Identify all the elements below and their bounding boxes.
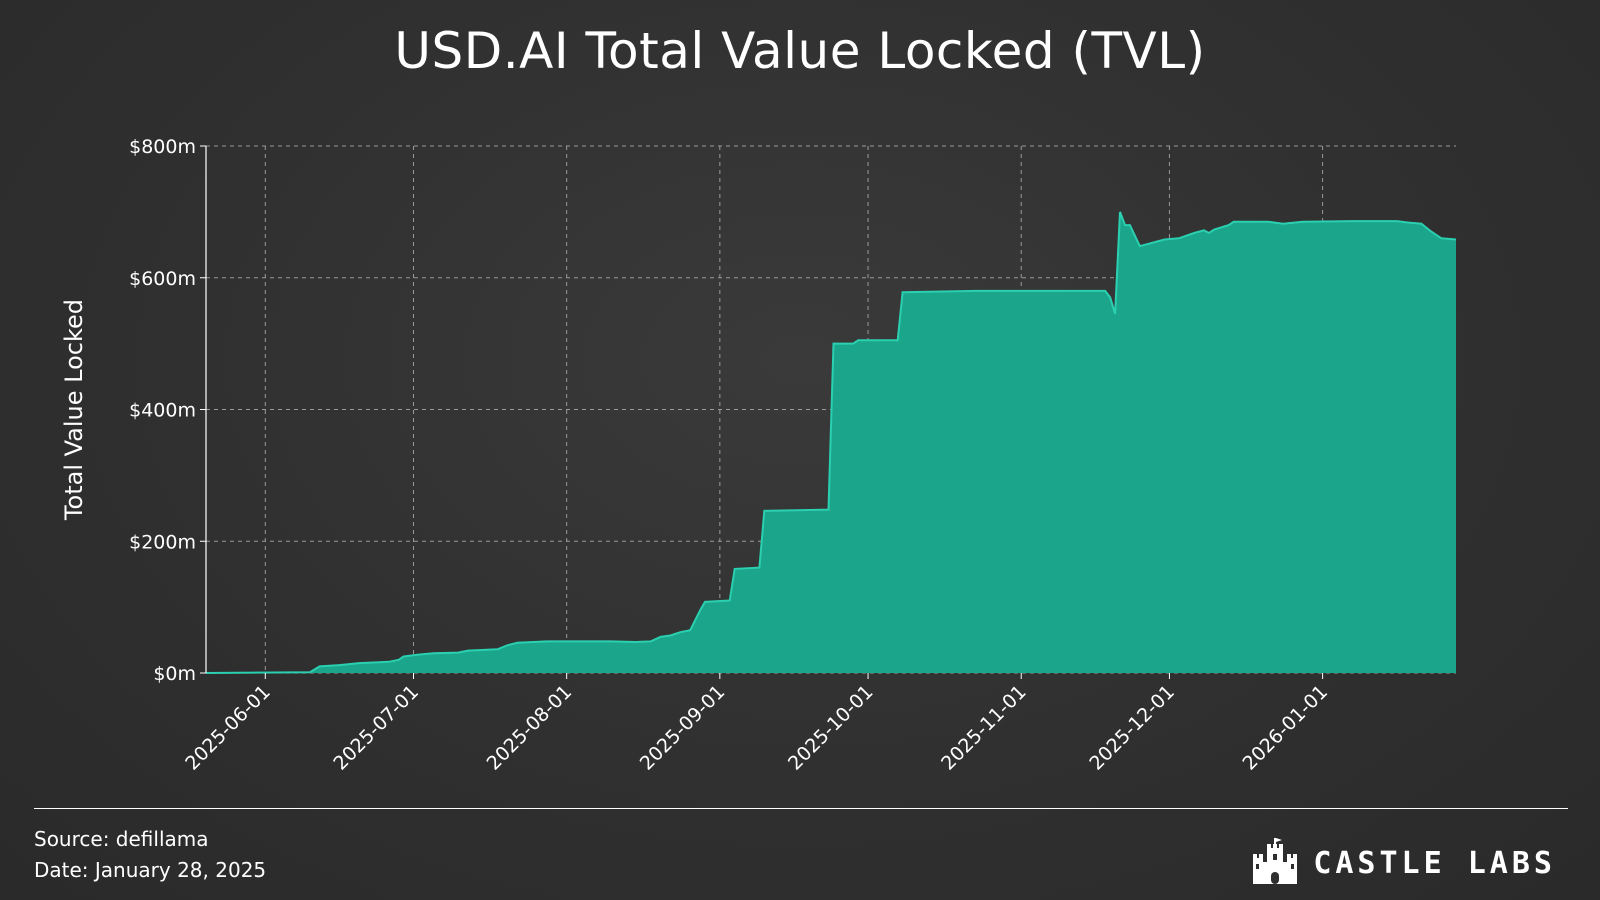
- x-tick-label: 2025-09-01: [636, 681, 730, 775]
- y-tick-label: $400m: [129, 400, 196, 422]
- x-tick-label: 2025-06-01: [181, 681, 275, 775]
- castle-icon: [1251, 838, 1299, 888]
- page-title: USD.AI Total Value Locked (TVL): [394, 22, 1206, 80]
- y-tick-label: $0m: [153, 663, 196, 685]
- y-tick-label: $600m: [129, 268, 196, 290]
- y-tick-label: $800m: [129, 136, 196, 158]
- tvl-area-line: [205, 211, 1457, 674]
- date-note: Date: January 28, 2025: [34, 858, 267, 882]
- x-tick-label: 2026-01-01: [1239, 681, 1333, 775]
- brand-logo: CASTLE LABS: [1251, 838, 1556, 888]
- y-axis-label: Total Value Locked: [60, 299, 88, 521]
- x-tick-label: 2025-12-01: [1085, 681, 1179, 775]
- footer-divider: [34, 808, 1568, 809]
- brand-name: CASTLE LABS: [1313, 845, 1556, 881]
- x-tick-label: 2025-10-01: [784, 681, 878, 775]
- x-tick-label: 2025-11-01: [937, 681, 1031, 775]
- source-note: Source: defillama: [34, 827, 209, 851]
- x-tick-label: 2025-07-01: [329, 681, 423, 775]
- y-tick-label: $200m: [129, 531, 196, 553]
- tvl-chart: $0m $200m $400m $600m $800m 2025-06-01 2025-07…: [60, 136, 1457, 775]
- x-tick-label: 2025-08-01: [483, 681, 577, 775]
